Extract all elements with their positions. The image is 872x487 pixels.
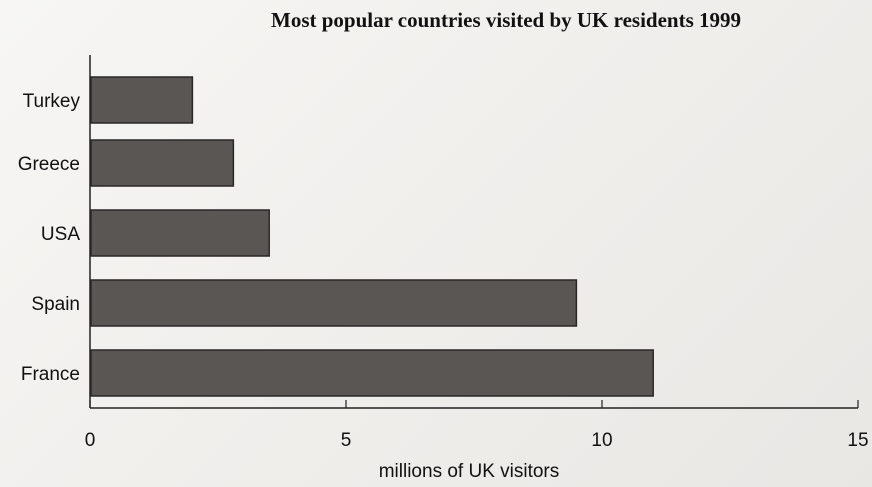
x-tick-label: 10 bbox=[591, 430, 612, 451]
x-tick-label: 5 bbox=[341, 430, 352, 451]
category-label-usa: USA bbox=[41, 224, 80, 245]
category-label-france: France bbox=[21, 364, 80, 385]
category-labels: Turkey Greece USA Spain France bbox=[18, 91, 81, 385]
bar-spain bbox=[90, 279, 578, 327]
x-axis-title: millions of UK visitors bbox=[379, 461, 560, 482]
bar-turkey bbox=[90, 76, 194, 124]
bar-usa bbox=[90, 209, 270, 257]
bar-france bbox=[90, 349, 654, 397]
chart-title: Most popular countries visited by UK res… bbox=[0, 8, 872, 33]
x-tick-label: 15 bbox=[847, 430, 868, 451]
bars bbox=[90, 76, 654, 397]
x-tick-label: 0 bbox=[85, 430, 96, 451]
category-label-turkey: Turkey bbox=[23, 91, 81, 112]
bar-greece bbox=[90, 139, 235, 187]
tick-labels: 0 5 10 15 bbox=[85, 430, 869, 451]
chart-title-text: Most popular countries visited by UK res… bbox=[271, 8, 741, 32]
axes bbox=[89, 55, 859, 409]
category-label-spain: Spain bbox=[31, 294, 80, 315]
category-label-greece: Greece bbox=[18, 154, 80, 175]
